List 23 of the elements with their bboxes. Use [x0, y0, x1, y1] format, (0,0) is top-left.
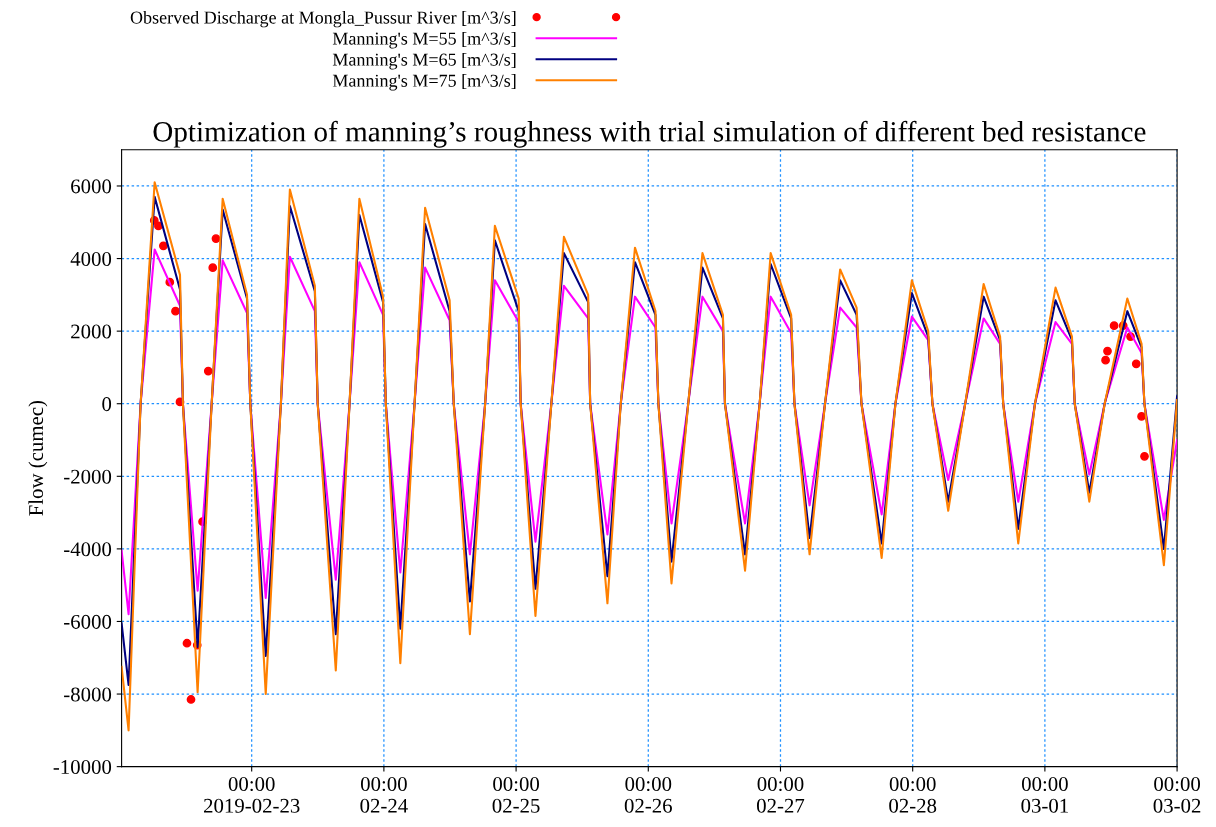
x-tick-label: 00:00 02-28: [889, 776, 937, 813]
y-tick-label: -2000: [64, 469, 112, 484]
legend-label: Manning's M=65 [m^3/s]: [332, 53, 516, 70]
y-tick-label: 0: [102, 397, 112, 412]
chart-title: Optimization of manning’s roughness with trial simulation of different bed resistance: [153, 120, 1146, 148]
x-tick-label: 00:00 03-01: [1021, 776, 1068, 813]
x-tick-label: 00:00 02-26: [624, 776, 672, 813]
y-tick-label: -6000: [64, 614, 112, 629]
legend-label: Observed Discharge at Mongla_Pussur River [m^3/s]: [130, 10, 516, 28]
y-tick-label: 2000: [71, 324, 112, 339]
y-tick-label: 6000: [71, 179, 112, 194]
x-tick-label: 00:00 02-27: [756, 776, 805, 813]
y-tick-label: -8000: [64, 687, 112, 702]
x-tick-label: 00:00 2019-02-23: [204, 776, 300, 813]
y-tick-label: -10000: [53, 760, 112, 775]
x-tick-label: 00:00 03-02: [1153, 776, 1201, 813]
x-tick-label: 00:00 02-25: [492, 776, 540, 813]
y-tick-label: 4000: [70, 251, 112, 266]
x-tick-label: 00:00 02-24: [360, 776, 408, 813]
legend-label: Manning's M=75 [m^3/s]: [332, 74, 516, 91]
y-axis-title: Flow (cumec): [28, 400, 48, 516]
legend-label: Manning's M=55 [m^3/s]: [332, 31, 516, 49]
y-tick-label: -4000: [64, 542, 112, 557]
